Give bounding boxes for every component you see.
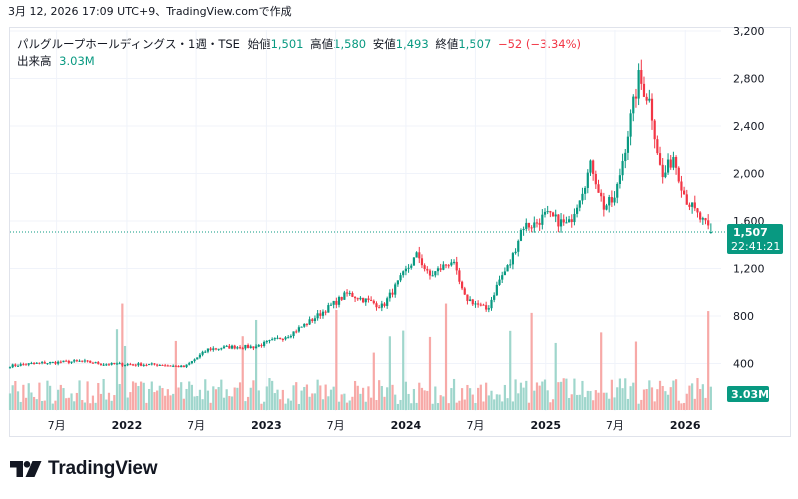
- tradingview-logo-icon: [10, 461, 42, 477]
- volume-label: 出来高: [17, 54, 52, 68]
- tradingview-logo[interactable]: TradingView: [10, 458, 158, 480]
- symbol-title: パルグループホールディングス・1週・TSE: [17, 37, 240, 51]
- logo-wordmark: TradingView: [48, 458, 158, 479]
- volume-value: 3.03M: [59, 54, 95, 68]
- high-value: 1,580: [333, 37, 367, 51]
- low-label: 安値: [372, 37, 396, 51]
- low-value: 1,493: [395, 37, 429, 51]
- change-value: −52 (−3.34%): [497, 37, 582, 51]
- ohlc-legend: パルグループホールディングス・1週・TSE 始値1,501 高値1,580 安値…: [17, 36, 581, 52]
- open-value: 1,501: [270, 37, 304, 51]
- volume-legend: 出来高 3.03M: [17, 53, 95, 69]
- open-label: 始値: [247, 37, 271, 51]
- snapshot-caption: 3月 12, 2026 17:09 UTC+9、TradingView.comで…: [8, 5, 292, 18]
- high-label: 高値: [310, 37, 334, 51]
- close-value: 1,507: [458, 37, 492, 51]
- chart-frame[interactable]: [9, 27, 791, 437]
- close-label: 終値: [435, 37, 459, 51]
